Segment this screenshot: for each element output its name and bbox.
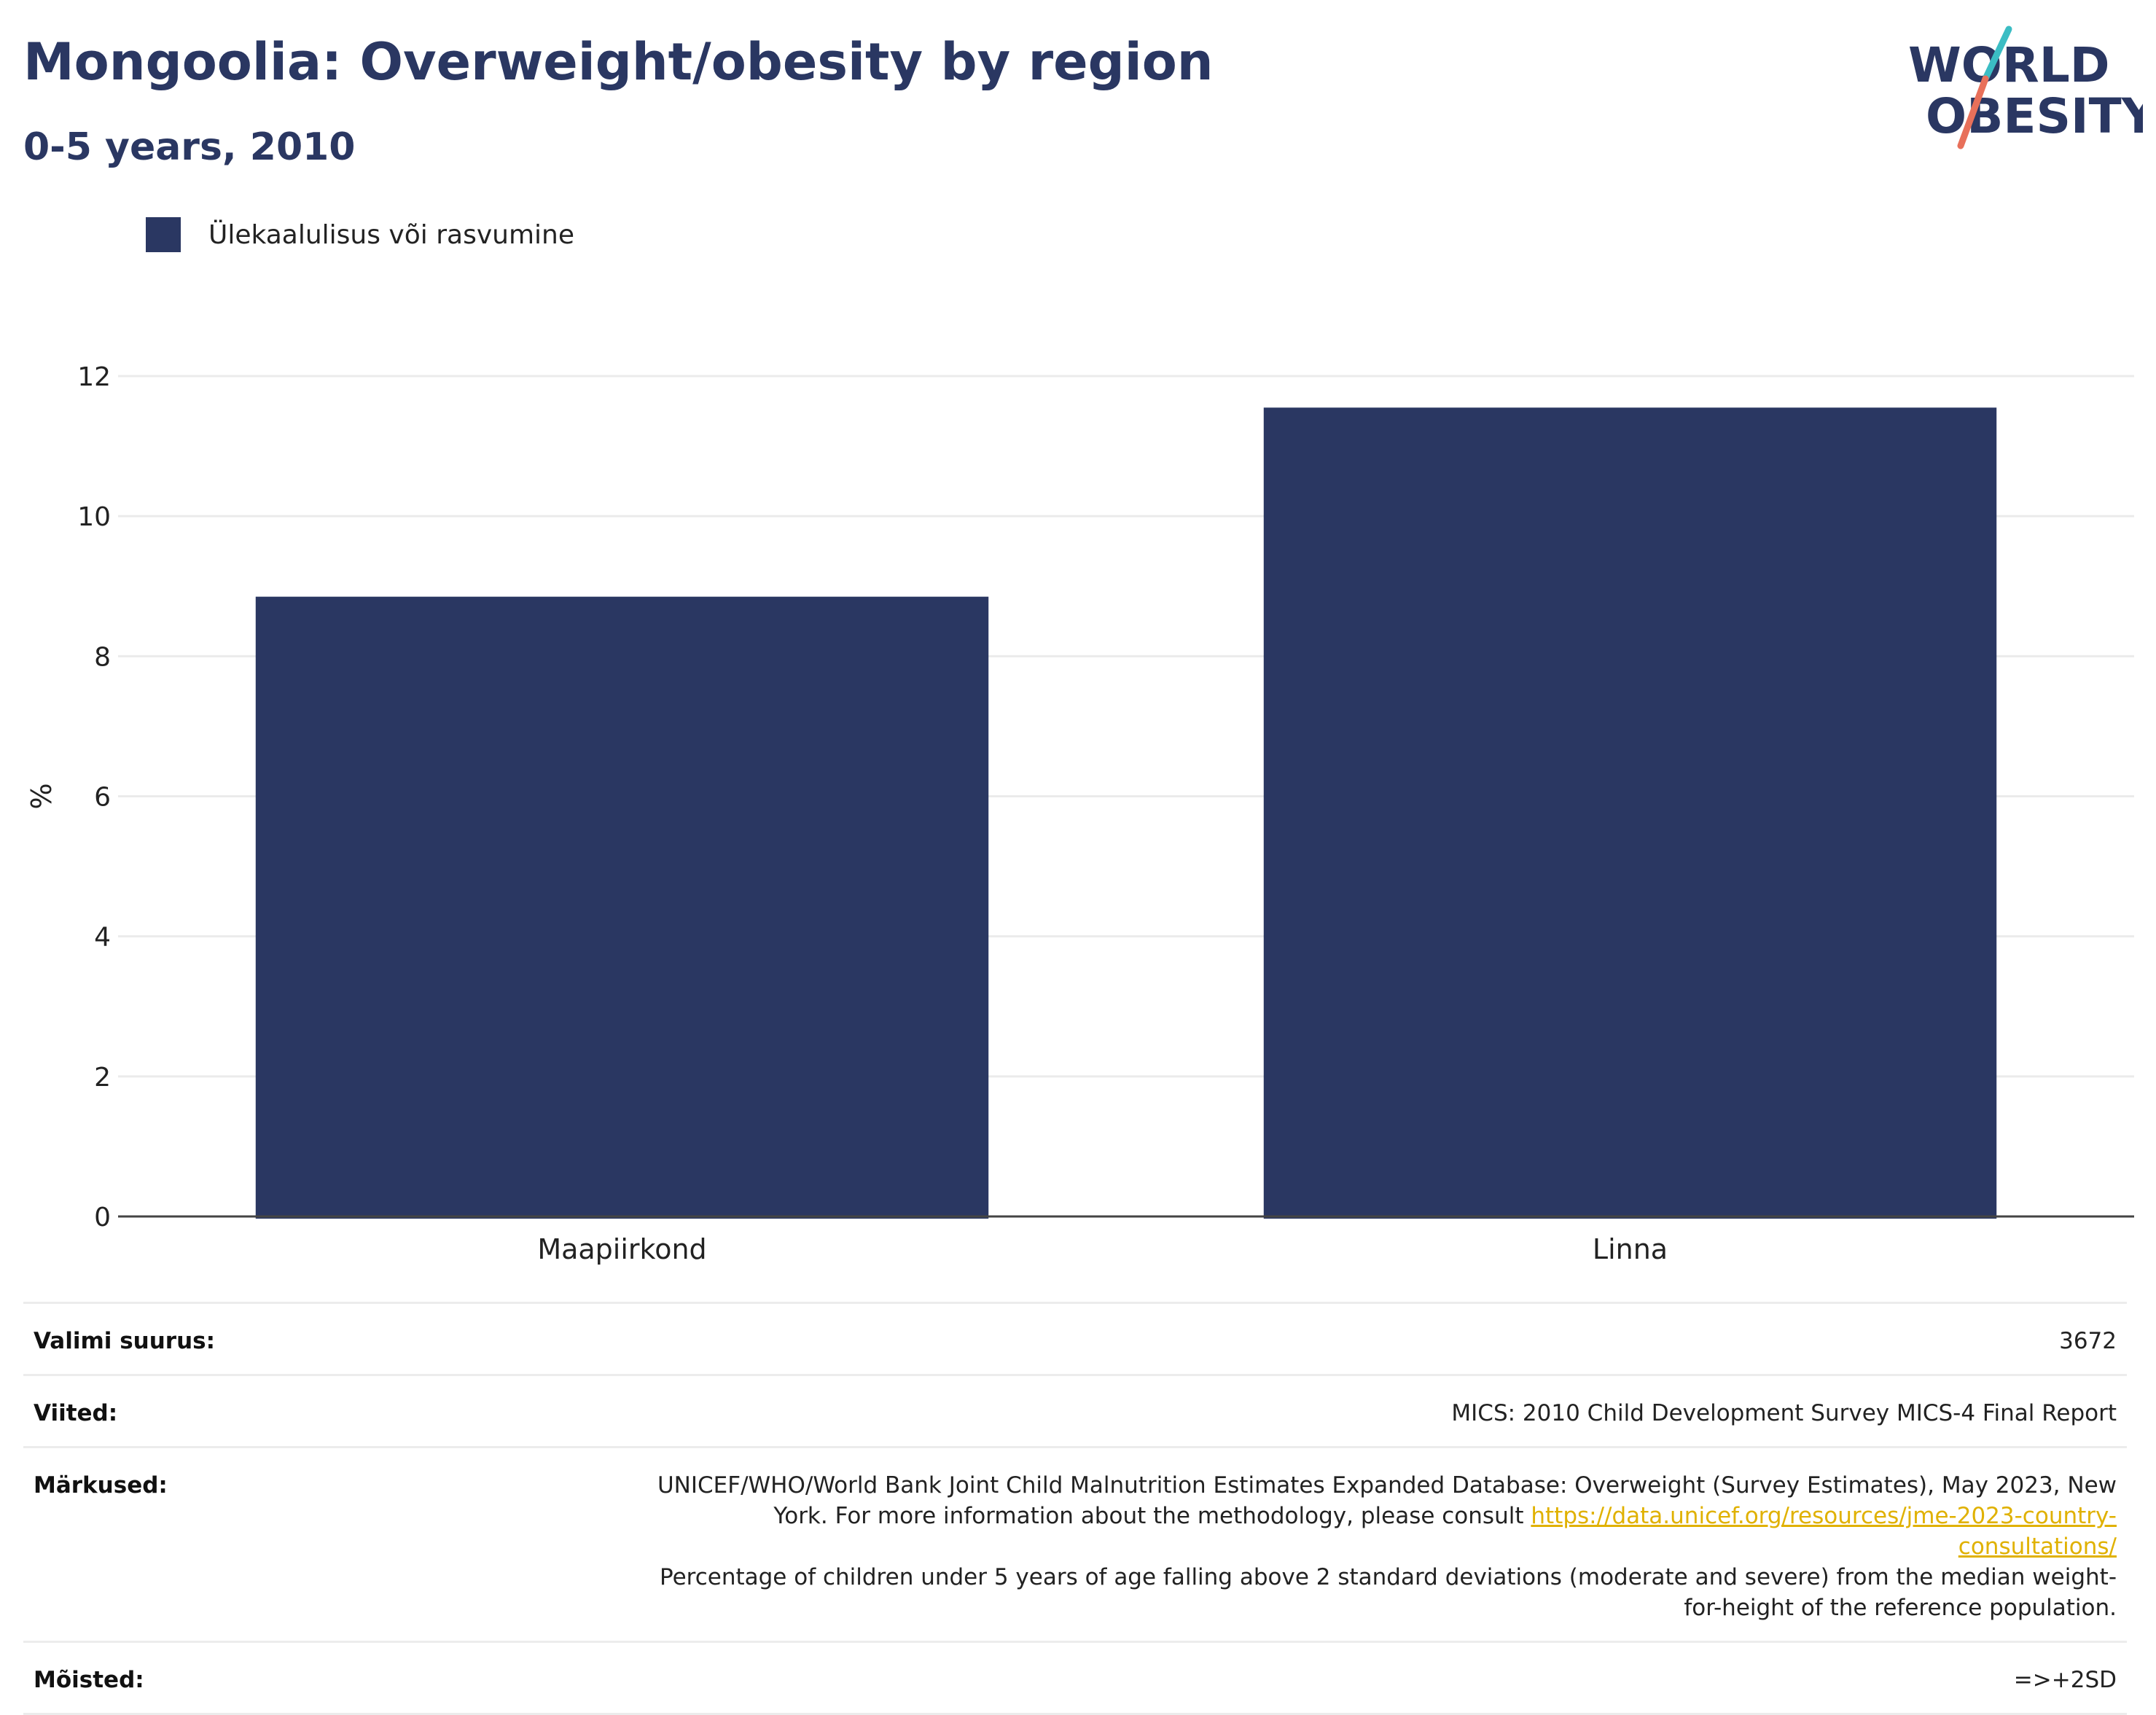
definitions-row: Mõisted: =>+2SD [23, 1641, 2127, 1715]
bar [1263, 407, 1997, 1219]
notes-definition-text: Percentage of children under 5 years of … [659, 1564, 2117, 1621]
logo-text-world: WORLD [1908, 37, 2110, 93]
sample-size-label: Valimi suurus: [34, 1328, 215, 1354]
page-subtitle: 0-5 years, 2010 [23, 125, 356, 169]
references-value: MICS: 2010 Child Development Survey MICS… [1451, 1400, 2117, 1426]
chart-legend[interactable]: Ülekaalulisus või rasvumine [146, 217, 574, 252]
notes-value: UNICEF/WHO/World Bank Joint Child Malnut… [644, 1470, 2117, 1623]
x-tick-label: Maapiirkond [537, 1233, 706, 1265]
sample-size-row: Valimi suurus: 3672 [23, 1302, 2127, 1374]
legend-swatch [146, 217, 181, 252]
notes-row: Märkused: UNICEF/WHO/World Bank Joint Ch… [23, 1446, 2127, 1641]
bar [255, 596, 989, 1219]
notes-label: Märkused: [34, 1472, 168, 1499]
methodology-link[interactable]: https://data.unicef.org/resources/jme-20… [1531, 1503, 2117, 1560]
notes-text: UNICEF/WHO/World Bank Joint Child Malnut… [657, 1472, 2117, 1529]
y-tick-label: 8 [94, 642, 111, 672]
y-axis-title: % [26, 783, 58, 809]
world-obesity-logo: WORLD OBESITY [1908, 26, 2143, 149]
page-title: Mongoolia: Overweight/obesity by region [23, 32, 1214, 92]
references-row: Viited: MICS: 2010 Child Development Sur… [23, 1374, 2127, 1446]
y-tick-label: 2 [94, 1063, 111, 1093]
x-tick-label: Linna [1593, 1233, 1668, 1265]
definitions-value: =>+2SD [2013, 1667, 2117, 1693]
definitions-label: Mõisted: [34, 1667, 144, 1693]
bar-chart: 0 2 4 6 8 10 12% Maapiirkond Linna [26, 362, 2134, 1265]
legend-label: Ülekaalulisus või rasvumine [208, 219, 574, 250]
references-label: Viited: [34, 1400, 118, 1426]
logo-slash-bottom [1957, 75, 1989, 149]
y-tick-label: 10 [77, 502, 111, 532]
sample-size-value: 3672 [2059, 1328, 2117, 1354]
logo-text-obesity: OBESITY [1926, 88, 2143, 144]
metadata-table: Valimi suurus: 3672 Viited: MICS: 2010 C… [23, 1302, 2127, 1715]
y-tick-label: 0 [94, 1203, 111, 1232]
y-tick-label: 4 [94, 923, 111, 953]
y-tick-label: 12 [77, 362, 111, 392]
logo-slash-top [1982, 26, 2012, 82]
y-tick-label: 6 [94, 783, 111, 813]
